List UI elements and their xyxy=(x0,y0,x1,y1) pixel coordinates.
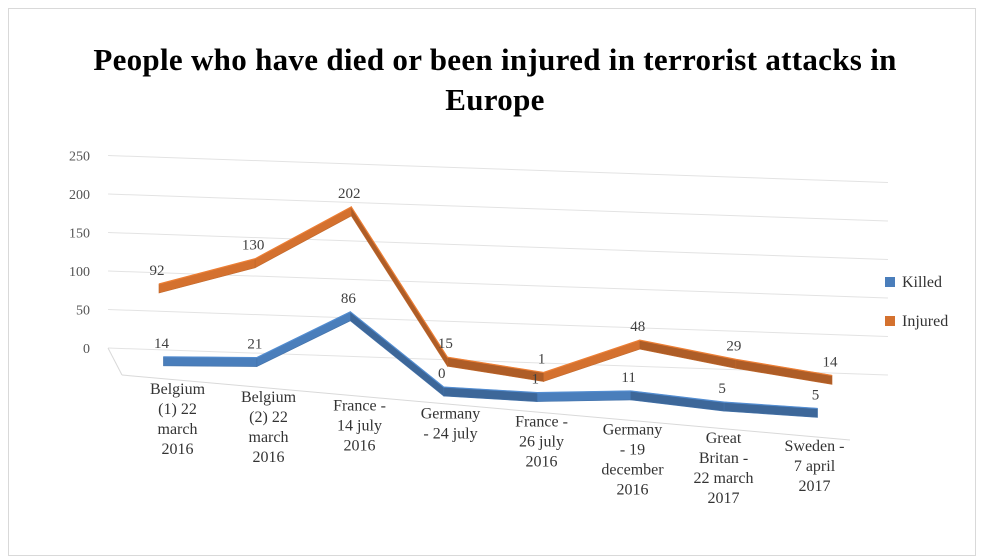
data-label: 1 xyxy=(538,351,546,367)
data-label: 130 xyxy=(242,238,265,254)
series-line xyxy=(163,311,818,410)
category-label: Germany - 24 july xyxy=(421,405,481,442)
y-tick-label: 50 xyxy=(76,304,90,319)
category-label: Germany - 19 december 2016 xyxy=(601,422,664,499)
legend-label: Injured xyxy=(902,313,948,330)
data-label: 5 xyxy=(718,381,726,397)
y-tick-label: 150 xyxy=(69,227,90,242)
data-label: 11 xyxy=(621,370,635,386)
data-label: 14 xyxy=(823,354,839,370)
series-lines xyxy=(158,205,833,418)
data-label: 86 xyxy=(341,291,357,307)
category-label: Great Britan -22 march 2017 xyxy=(694,430,754,507)
y-tick-label: 0 xyxy=(83,342,90,357)
data-label: 14 xyxy=(154,336,170,352)
line-segment xyxy=(256,311,351,368)
line-segment xyxy=(350,311,445,397)
data-label: 21 xyxy=(247,337,262,353)
line-segment xyxy=(735,359,833,385)
legend: Killed Injured xyxy=(885,274,948,330)
gridline xyxy=(107,309,889,337)
category-label: France -26 july 2016 xyxy=(515,414,568,471)
legend-label: Killed xyxy=(902,274,942,291)
line-segment xyxy=(350,205,448,368)
line-segment xyxy=(639,339,737,369)
y-tick-label: 200 xyxy=(69,188,90,203)
gridline xyxy=(107,270,889,299)
legend-swatch xyxy=(885,277,895,287)
data-label: 1 xyxy=(531,372,539,388)
gridline xyxy=(107,155,889,183)
line-segment xyxy=(163,356,258,367)
chart-title: People who have died or been injured in … xyxy=(93,42,897,117)
category-label: Belgium (2) 22 march 2016 xyxy=(241,389,297,466)
floor-edge xyxy=(121,374,851,441)
data-label: 15 xyxy=(438,336,453,352)
y-axis-ticks: 0 50 100 150 200 250 xyxy=(69,150,90,358)
category-label: Belgium (1) 22 march 2016 xyxy=(150,381,206,458)
data-label: 0 xyxy=(438,366,446,382)
category-label: France -14 july 2016 xyxy=(333,397,386,454)
gridline xyxy=(107,193,889,222)
line-segment xyxy=(723,401,818,418)
series-line xyxy=(158,206,833,377)
data-label: 48 xyxy=(630,319,645,335)
floor-edge xyxy=(107,347,123,376)
data-label: 5 xyxy=(812,387,820,403)
x-axis-categories: Belgium (1) 22 march 2016 Belgium (2) 22 march… xyxy=(150,381,845,507)
data-label: 92 xyxy=(149,263,164,279)
line-segment xyxy=(447,356,544,382)
y-tick-label: 250 xyxy=(69,150,90,165)
gridline xyxy=(107,232,889,260)
series-injured xyxy=(158,205,833,385)
line-segment xyxy=(254,206,352,269)
y-tick-label: 100 xyxy=(69,265,90,280)
data-label: 202 xyxy=(338,186,361,202)
series-killed xyxy=(163,311,818,418)
legend-swatch xyxy=(885,316,895,326)
data-label: 29 xyxy=(726,338,741,354)
category-label: Sweden -7 april 2017 xyxy=(785,438,845,495)
